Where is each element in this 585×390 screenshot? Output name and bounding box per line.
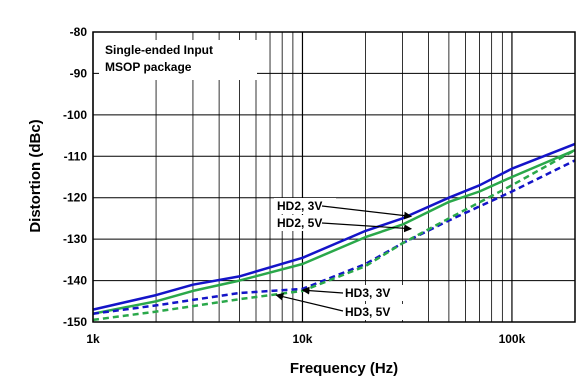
annotation-label: HD2, 5V	[277, 216, 322, 230]
y-tick-label: -130	[63, 232, 87, 246]
y-tick-label: -110	[64, 149, 88, 163]
series-line-hd2-5v	[92, 148, 576, 315]
y-tick-label: -150	[63, 315, 87, 329]
y-tick-label: -90	[70, 66, 88, 80]
annotation-background	[342, 285, 404, 301]
annotation-label: HD2, 3V	[277, 199, 322, 213]
annotation-layer: HD2, 3V HD2, 5V HD3, 3V HD3, 5V	[274, 198, 413, 320]
annotation-arrow	[275, 292, 344, 312]
annotation-background	[274, 215, 336, 231]
y-tick-label: -100	[63, 108, 87, 122]
y-tick-label: -140	[63, 274, 87, 288]
annotation-arrow	[321, 205, 413, 220]
series-layer	[92, 142, 576, 322]
x-tick-label: 1k	[86, 332, 100, 346]
x-axis-title: Frequency (Hz)	[290, 360, 398, 377]
legend-box	[99, 40, 257, 80]
annotation-arrow	[321, 222, 413, 233]
series-line-hd2-3v	[92, 142, 576, 311]
y-axis-title: Distortion (dBc)	[27, 119, 44, 232]
legend-text-line: MSOP package	[105, 60, 192, 74]
annotation-background	[342, 304, 404, 320]
x-tick-label: 100k	[499, 332, 526, 346]
legend-layer: Single-ended Input MSOP package	[99, 40, 257, 80]
plot-area-border	[92, 31, 576, 323]
x-tick-label: 10k	[292, 332, 312, 346]
plot-frame-layer	[92, 31, 576, 323]
annotation-background	[274, 198, 336, 214]
series-line-hd3-5v	[92, 149, 576, 322]
annotation-label: HD3, 5V	[345, 305, 390, 319]
tick-label-layer: 1k 10k 100k -150 -140 -130 -120 -110 -100 -90 -80	[63, 25, 526, 346]
annotation-arrow	[301, 286, 344, 295]
series-line-hd3-3v	[92, 159, 576, 315]
y-tick-label: -120	[63, 191, 87, 205]
y-tick-label: -80	[70, 25, 88, 39]
annotation-label: HD3, 3V	[345, 286, 390, 300]
legend-text-line: Single-ended Input	[105, 43, 213, 57]
